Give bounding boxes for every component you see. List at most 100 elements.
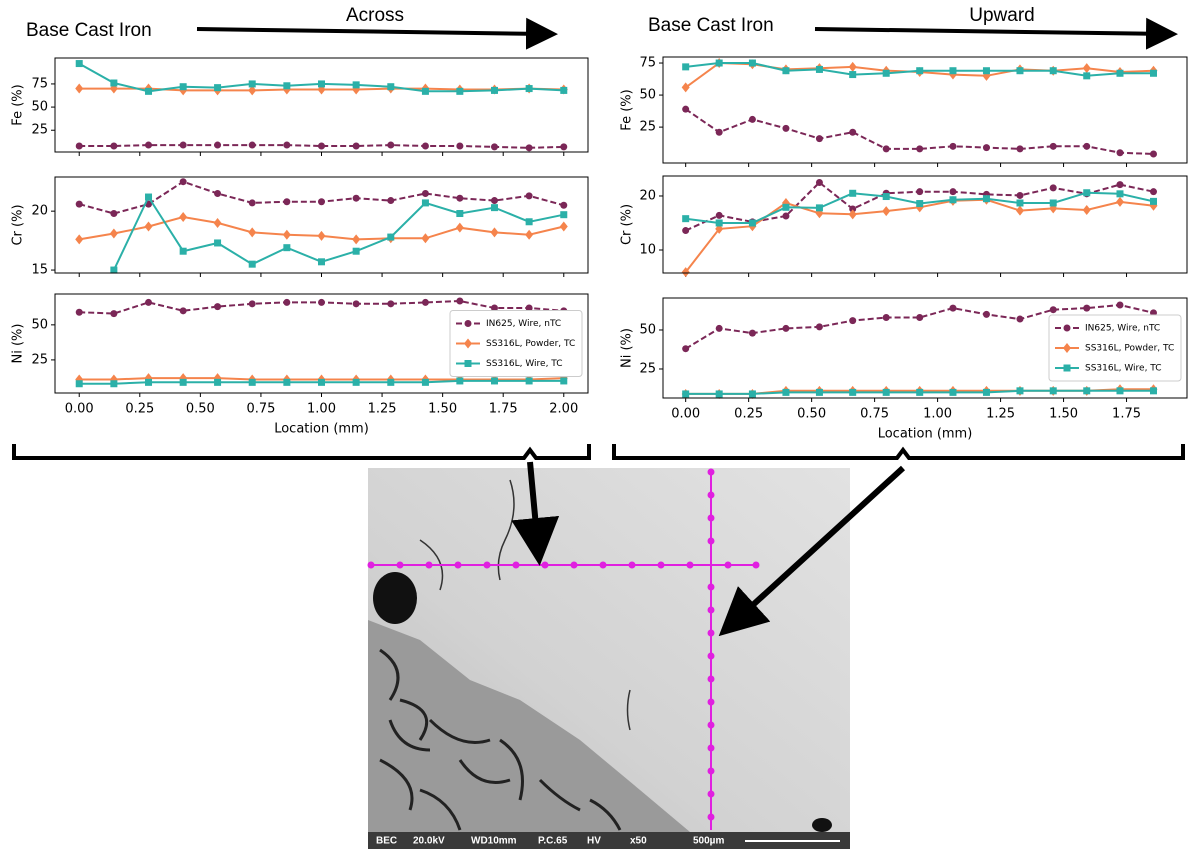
series-line [685, 108, 1154, 155]
marker [682, 390, 690, 398]
marker [815, 323, 823, 331]
marker [179, 247, 187, 255]
marker [681, 267, 690, 278]
marker [525, 218, 533, 226]
y-axis-label: Ni (%) [11, 324, 26, 364]
y-tick-label: 75 [31, 76, 48, 91]
marker [982, 310, 990, 318]
marker [352, 378, 360, 386]
legend-label: SS316L, Powder, TC [1085, 344, 1174, 354]
legend-label: IN625, Wire, nTC [1085, 324, 1160, 334]
series [75, 212, 568, 245]
marker [916, 67, 924, 75]
marker [916, 388, 924, 396]
marker [1149, 387, 1157, 395]
y-axis-label: Cr (%) [620, 204, 635, 245]
marker [214, 378, 222, 386]
marker [1049, 184, 1057, 192]
marker [1116, 69, 1124, 77]
marker [1116, 181, 1124, 189]
series [75, 297, 568, 318]
marker [782, 67, 790, 75]
marker [248, 141, 256, 149]
sem-base-region [368, 620, 690, 832]
marker [949, 304, 957, 312]
marker [75, 234, 84, 245]
marker [1049, 199, 1057, 207]
y-tick-label: 50 [31, 317, 48, 332]
y-tick-label: 50 [639, 322, 656, 337]
bracket [12, 444, 591, 460]
marker [1049, 67, 1057, 75]
marker [1149, 188, 1157, 196]
legend-marker [464, 360, 472, 367]
legend-marker [464, 338, 472, 349]
y-tick-label: 50 [31, 100, 48, 115]
marker [490, 227, 499, 238]
marker [715, 59, 723, 67]
direction-arrow [196, 17, 558, 50]
legend-label: SS316L, Powder, TC [486, 339, 575, 349]
plot-frame [662, 175, 1188, 274]
info-text: WD10mm [471, 836, 517, 847]
marker [525, 192, 533, 200]
marker [849, 388, 857, 396]
x-tick-label: 0.25 [734, 407, 763, 422]
marker [815, 178, 823, 186]
panel-label: Base Cast Iron [648, 15, 774, 36]
x-axis-label: Location (mm) [878, 427, 973, 442]
marker [849, 317, 857, 325]
series [681, 194, 1158, 278]
marker [949, 188, 957, 196]
marker [352, 300, 360, 308]
marker [352, 194, 360, 202]
marker [387, 141, 395, 149]
marker [248, 260, 256, 268]
marker [748, 115, 756, 123]
marker [318, 258, 325, 266]
marker [110, 142, 118, 150]
marker [815, 204, 823, 212]
marker [982, 388, 990, 396]
marker [681, 82, 690, 93]
marker [715, 390, 723, 398]
x-tick-label: 1.00 [307, 402, 336, 417]
marker [110, 266, 118, 274]
sem-pore [373, 572, 417, 624]
marker [214, 239, 222, 247]
marker [75, 380, 83, 388]
marker [109, 228, 118, 239]
marker [982, 195, 990, 203]
x-tick-label: 1.50 [1049, 407, 1078, 422]
marker [1149, 69, 1157, 77]
marker [560, 201, 568, 209]
marker [352, 234, 361, 245]
marker [110, 380, 118, 388]
marker [318, 198, 325, 206]
marker [214, 84, 222, 92]
marker [421, 87, 429, 95]
marker [248, 227, 257, 238]
marker [421, 189, 429, 197]
marker [1016, 191, 1024, 199]
series [682, 387, 1157, 398]
x-axis-label: Location (mm) [274, 422, 369, 437]
marker [715, 219, 723, 227]
marker [1116, 387, 1124, 395]
panel-label: Base Cast Iron [26, 20, 152, 41]
x-tick-label: 0.50 [797, 407, 826, 422]
y-tick-label: 20 [31, 204, 48, 219]
y-axis-label: Ni (%) [620, 328, 635, 368]
marker [748, 329, 756, 337]
marker [248, 378, 256, 386]
marker [525, 229, 534, 240]
marker [916, 200, 924, 208]
info-text: P.C.65 [538, 836, 568, 847]
marker [490, 197, 498, 205]
marker [882, 193, 890, 201]
marker [421, 233, 430, 244]
legend-box [449, 310, 583, 377]
marker [283, 378, 291, 386]
marker [214, 303, 222, 311]
marker [283, 82, 291, 90]
